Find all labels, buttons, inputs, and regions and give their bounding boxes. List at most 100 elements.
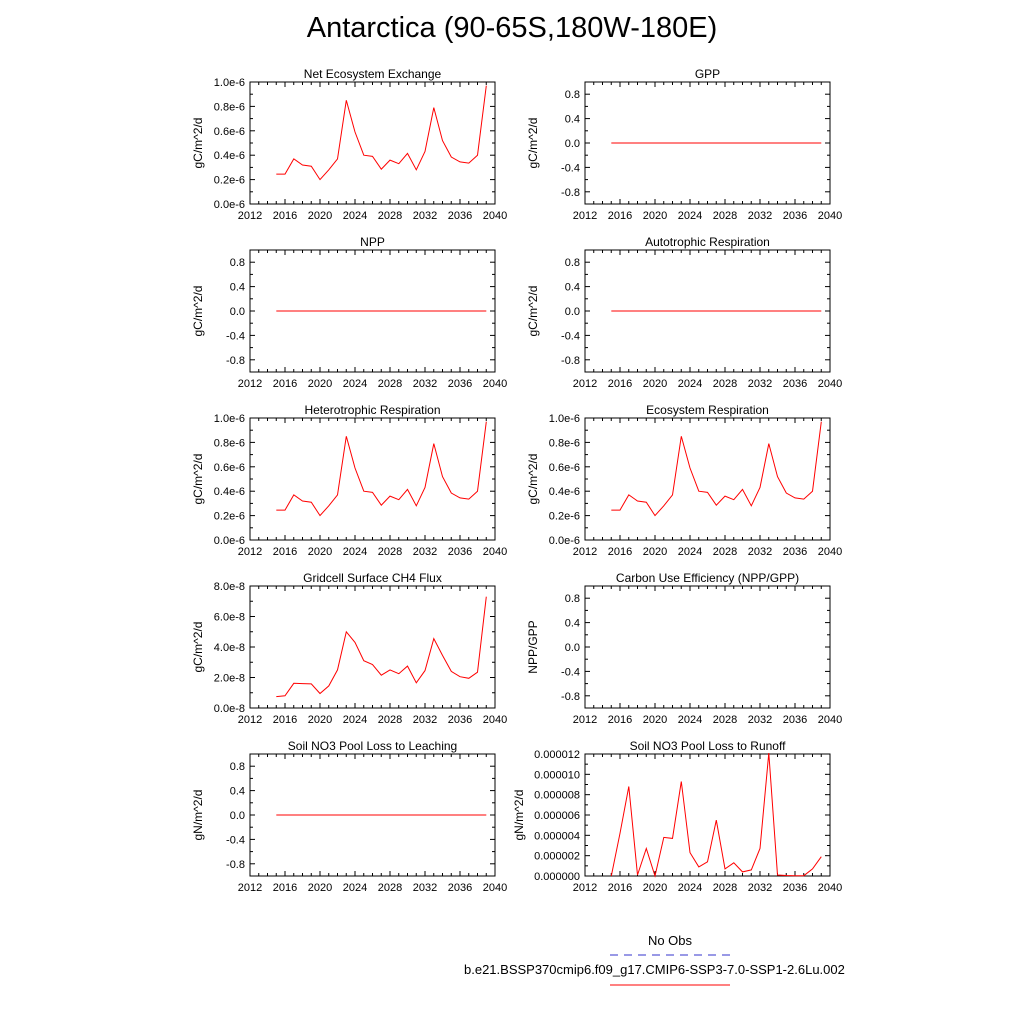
y-axis-label: gC/m^2/d xyxy=(526,454,540,505)
x-tick-label: 2040 xyxy=(818,882,842,894)
y-tick-label: 0.8 xyxy=(230,761,245,773)
x-tick-label: 2016 xyxy=(608,714,632,726)
x-tick-label: 2024 xyxy=(343,714,367,726)
x-tick-label: 2024 xyxy=(343,546,367,558)
legend-model-label: b.e21.BSSP370cmip6.f09_g17.CMIP6-SSP3-7.… xyxy=(464,962,845,977)
x-tick-label: 2016 xyxy=(608,210,632,222)
x-tick-label: 2024 xyxy=(678,882,702,894)
series-line xyxy=(611,421,822,517)
y-tick-label: 0.8e-6 xyxy=(214,437,245,449)
x-tick-label: 2028 xyxy=(713,210,737,222)
y-tick-label: 0.0e-8 xyxy=(214,703,245,715)
x-tick-label: 2028 xyxy=(378,882,402,894)
panel-carbon-use-efficiency-npp-gpp: Carbon Use Efficiency (NPP/GPP) 2012 2016 2… xyxy=(526,571,842,726)
x-tick-label: 2016 xyxy=(273,378,297,390)
panel-title: Soil NO3 Pool Loss to Leaching xyxy=(288,739,457,753)
x-tick-label: 2032 xyxy=(413,210,437,222)
y-tick-label: -0.8 xyxy=(226,355,245,367)
x-tick-label: 2032 xyxy=(748,378,772,390)
x-tick-label: 2028 xyxy=(378,378,402,390)
x-tick-label: 2020 xyxy=(643,546,667,558)
panel-gpp: GPP 2012 2016 2020 2024 2028 2032 2036 2040 -0.8 -… xyxy=(526,67,842,222)
y-tick-label: 0.0 xyxy=(230,810,245,822)
x-tick-label: 2040 xyxy=(818,714,842,726)
y-tick-label: 0.0 xyxy=(565,306,580,318)
plot-frame xyxy=(249,585,496,709)
x-tick-label: 2024 xyxy=(678,714,702,726)
y-tick-label: 1.0e-6 xyxy=(214,77,245,89)
y-axis-label: gC/m^2/d xyxy=(191,622,205,673)
y-tick-label: 0.4e-6 xyxy=(214,150,245,162)
x-tick-label: 2040 xyxy=(483,378,507,390)
x-tick-label: 2032 xyxy=(413,714,437,726)
x-tick-label: 2032 xyxy=(748,210,772,222)
x-tick-label: 2020 xyxy=(643,378,667,390)
x-tick-label: 2028 xyxy=(378,714,402,726)
y-axis-label: gN/m^2/d xyxy=(512,790,526,841)
x-tick-label: 2020 xyxy=(308,378,332,390)
x-tick-label: 2020 xyxy=(643,210,667,222)
x-tick-label: 2024 xyxy=(678,210,702,222)
x-tick-label: 2040 xyxy=(818,210,842,222)
series-line xyxy=(610,752,822,878)
y-tick-label: 4.0e-8 xyxy=(214,642,245,654)
y-tick-label: 0.000006 xyxy=(534,810,580,822)
y-tick-label: 0.4e-6 xyxy=(549,486,580,498)
y-tick-label: 0.2e-6 xyxy=(214,175,245,187)
x-tick-label: 2036 xyxy=(448,882,472,894)
x-tick-label: 2016 xyxy=(273,546,297,558)
x-tick-label: 2032 xyxy=(748,882,772,894)
x-tick-label: 2040 xyxy=(818,546,842,558)
panel-title: Autotrophic Respiration xyxy=(645,235,770,249)
y-tick-label: 0.6e-6 xyxy=(549,462,580,474)
x-tick-label: 2032 xyxy=(413,882,437,894)
panel-soil-no3-pool-loss-to-leaching: Soil NO3 Pool Loss to Leaching 2012 2016 20… xyxy=(191,739,507,894)
y-tick-label: 0.8e-6 xyxy=(214,101,245,113)
plot-frame xyxy=(584,585,831,709)
y-tick-label: -0.4 xyxy=(561,330,580,342)
panel-heterotrophic-respiration: Heterotrophic Respiration 2012 2016 2020 202… xyxy=(191,403,507,558)
y-axis-label: gC/m^2/d xyxy=(526,118,540,169)
x-tick-label: 2028 xyxy=(713,546,737,558)
x-tick-label: 2040 xyxy=(483,210,507,222)
y-tick-label: 0.6e-6 xyxy=(214,462,245,474)
panel-autotrophic-respiration: Autotrophic Respiration 2012 2016 2020 2024 2… xyxy=(526,235,842,390)
y-tick-label: 0.4 xyxy=(565,282,580,294)
panel-title: Heterotrophic Respiration xyxy=(304,403,440,417)
x-tick-label: 2020 xyxy=(643,714,667,726)
y-tick-label: -0.8 xyxy=(561,355,580,367)
panel-ecosystem-respiration: Ecosystem Respiration 2012 2016 2020 2024 202… xyxy=(526,403,842,558)
x-tick-label: 2020 xyxy=(308,210,332,222)
panel-title: Carbon Use Efficiency (NPP/GPP) xyxy=(616,571,799,585)
y-tick-label: 0.4 xyxy=(565,618,580,630)
x-tick-label: 2016 xyxy=(608,546,632,558)
x-tick-label: 2012 xyxy=(238,882,262,894)
y-tick-label: 0.0e-6 xyxy=(214,535,245,547)
y-tick-label: 0.000010 xyxy=(534,769,580,781)
x-tick-label: 2020 xyxy=(308,714,332,726)
x-tick-label: 2036 xyxy=(448,714,472,726)
y-tick-label: 0.4 xyxy=(230,786,245,798)
x-tick-label: 2036 xyxy=(783,714,807,726)
x-tick-label: 2012 xyxy=(573,546,597,558)
y-tick-label: 8.0e-8 xyxy=(214,581,245,593)
x-tick-label: 2024 xyxy=(678,546,702,558)
x-tick-label: 2012 xyxy=(573,378,597,390)
x-tick-label: 2036 xyxy=(448,546,472,558)
plot-frame xyxy=(584,753,831,877)
plot-frame xyxy=(584,417,831,541)
x-tick-label: 2036 xyxy=(783,378,807,390)
y-tick-label: 0.000008 xyxy=(534,790,580,802)
y-tick-label: 1.0e-6 xyxy=(214,413,245,425)
y-tick-label: 0.2e-6 xyxy=(214,511,245,523)
x-tick-label: 2024 xyxy=(343,210,367,222)
y-tick-label: 0.4 xyxy=(230,282,245,294)
panel-title: Soil NO3 Pool Loss to Runoff xyxy=(630,739,787,753)
plot-frame xyxy=(249,81,496,205)
y-tick-label: 0.000000 xyxy=(534,871,580,883)
x-tick-label: 2032 xyxy=(748,714,772,726)
x-tick-label: 2040 xyxy=(483,882,507,894)
y-tick-label: 2.0e-8 xyxy=(214,673,245,685)
panel-soil-no3-pool-loss-to-runoff: Soil NO3 Pool Loss to Runoff 2012 2016 2020… xyxy=(512,739,842,894)
